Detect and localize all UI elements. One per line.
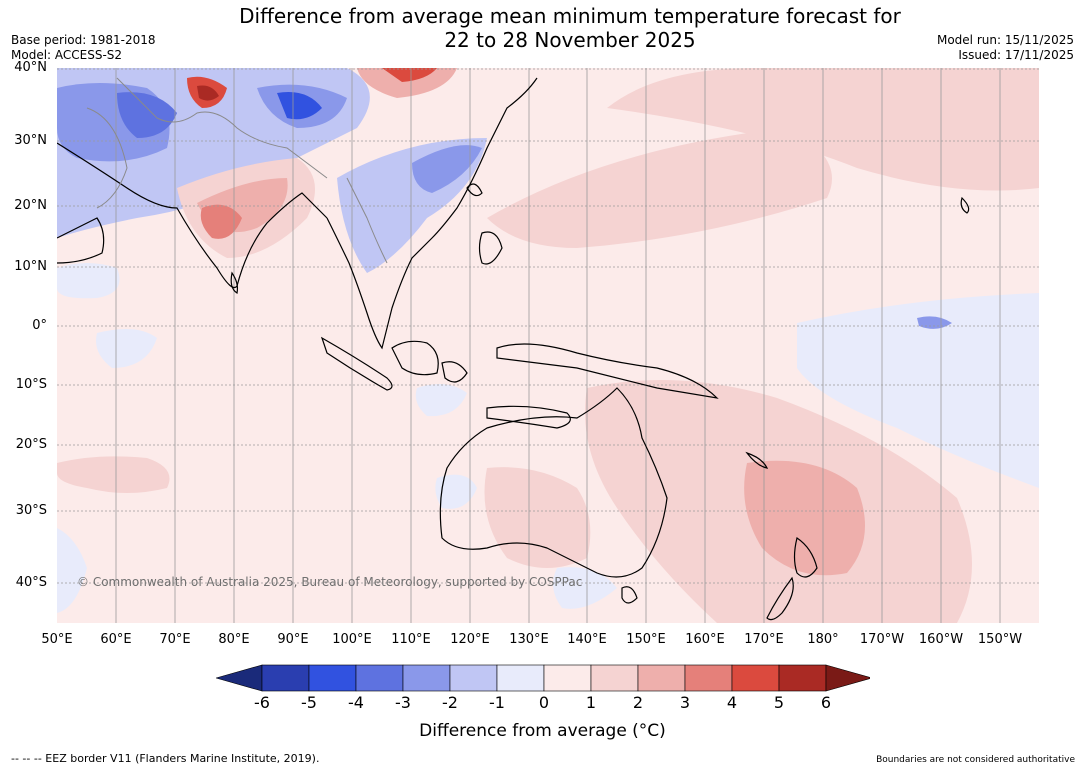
lon-label-160e: 160°E bbox=[685, 632, 725, 647]
lat-label-30n: 30°N bbox=[14, 133, 47, 148]
meta-right: Model run: 15/11/2025 Issued: 17/11/2025 bbox=[937, 33, 1074, 63]
lat-label-20n: 20°N bbox=[14, 198, 47, 213]
colorbar-extension-high bbox=[825, 664, 870, 692]
colorbar-tick: 1 bbox=[585, 693, 597, 712]
colorbar-tick: 2 bbox=[632, 693, 644, 712]
lat-label-10s: 10°S bbox=[15, 377, 47, 392]
colorbar-tick: -1 bbox=[489, 693, 505, 712]
cool-anomaly-regions bbox=[57, 68, 1039, 613]
colorbar bbox=[216, 664, 870, 692]
colorbar-tick: 6 bbox=[820, 693, 832, 712]
model-run: Model run: 15/11/2025 bbox=[936, 33, 1074, 47]
model-name: Model: ACCESS-S2 bbox=[11, 48, 123, 62]
forecast-map bbox=[57, 68, 1039, 623]
colorbar-cell bbox=[684, 664, 733, 692]
lon-label-170w: 170°W bbox=[859, 632, 905, 647]
lon-label-130e: 130°E bbox=[509, 632, 549, 647]
title-line-1: Difference from average mean minimum tem… bbox=[239, 4, 901, 28]
disclaimer: Boundaries are not considered authoritat… bbox=[876, 755, 1075, 765]
issued-date: Issued: 17/11/2025 bbox=[958, 48, 1074, 62]
colorbar-cell bbox=[355, 664, 404, 692]
colorbar-tick: -3 bbox=[395, 693, 411, 712]
colorbar-label: Difference from average (°C) bbox=[419, 721, 666, 741]
title-line-2: 22 to 28 November 2025 bbox=[444, 28, 696, 52]
colorbar-tick: -2 bbox=[442, 693, 458, 712]
lon-label-120e: 120°E bbox=[450, 632, 490, 647]
colorbar-cell bbox=[496, 664, 545, 692]
colorbar-cell bbox=[308, 664, 357, 692]
colorbar-cell bbox=[778, 664, 827, 692]
lat-label-20s: 20°S bbox=[15, 437, 47, 452]
lat-label-40s: 40°S bbox=[15, 575, 47, 590]
colorbar-cell bbox=[543, 664, 592, 692]
lon-label-150w: 150°W bbox=[977, 632, 1023, 647]
graticule bbox=[57, 68, 1039, 623]
lon-label-150e: 150°E bbox=[626, 632, 666, 647]
lon-label-160w: 160°W bbox=[918, 632, 964, 647]
lon-label-50e: 50°E bbox=[41, 632, 73, 647]
lon-label-70e: 70°E bbox=[159, 632, 191, 647]
colorbar-cell bbox=[261, 664, 310, 692]
copyright-notice: © Commonwealth of Australia 2025, Bureau… bbox=[77, 575, 583, 589]
lat-label-0: 0° bbox=[32, 318, 47, 333]
colorbar-cell bbox=[449, 664, 498, 692]
lat-label-40n: 40°N bbox=[14, 60, 47, 75]
colorbar-tick: -4 bbox=[348, 693, 364, 712]
colorbar-cell bbox=[590, 664, 639, 692]
lon-label-80e: 80°E bbox=[218, 632, 250, 647]
colorbar-tick: 4 bbox=[726, 693, 738, 712]
lat-label-30s: 30°S bbox=[15, 503, 47, 518]
coastlines bbox=[57, 77, 970, 621]
lon-label-180: 180° bbox=[807, 632, 839, 647]
lon-label-60e: 60°E bbox=[100, 632, 132, 647]
lat-label-10n: 10°N bbox=[14, 259, 47, 274]
map-panel[interactable] bbox=[57, 68, 1039, 623]
colorbar-cell bbox=[637, 664, 686, 692]
lon-label-100e: 100°E bbox=[332, 632, 372, 647]
colorbar-tick: 0 bbox=[538, 693, 550, 712]
meta-left: Base period: 1981-2018 Model: ACCESS-S2 bbox=[11, 33, 156, 63]
lon-label-140e: 140°E bbox=[567, 632, 607, 647]
colorbar-tick: 3 bbox=[679, 693, 691, 712]
colorbar-tick: -6 bbox=[254, 693, 270, 712]
colorbar-cell bbox=[731, 664, 780, 692]
colorbar-tick: 5 bbox=[773, 693, 785, 712]
lon-label-90e: 90°E bbox=[277, 632, 309, 647]
lon-label-170e: 170°E bbox=[744, 632, 784, 647]
country-borders bbox=[86, 77, 388, 264]
lon-label-110e: 110°E bbox=[391, 632, 431, 647]
eez-note: -- -- -- EEZ border V11 (Flanders Marine… bbox=[11, 752, 320, 765]
base-period: Base period: 1981-2018 bbox=[11, 33, 156, 47]
colorbar-extension-low bbox=[216, 664, 263, 692]
colorbar-cell bbox=[402, 664, 451, 692]
map-title: Difference from average mean minimum tem… bbox=[0, 4, 1085, 52]
colorbar-tick: -5 bbox=[301, 693, 317, 712]
